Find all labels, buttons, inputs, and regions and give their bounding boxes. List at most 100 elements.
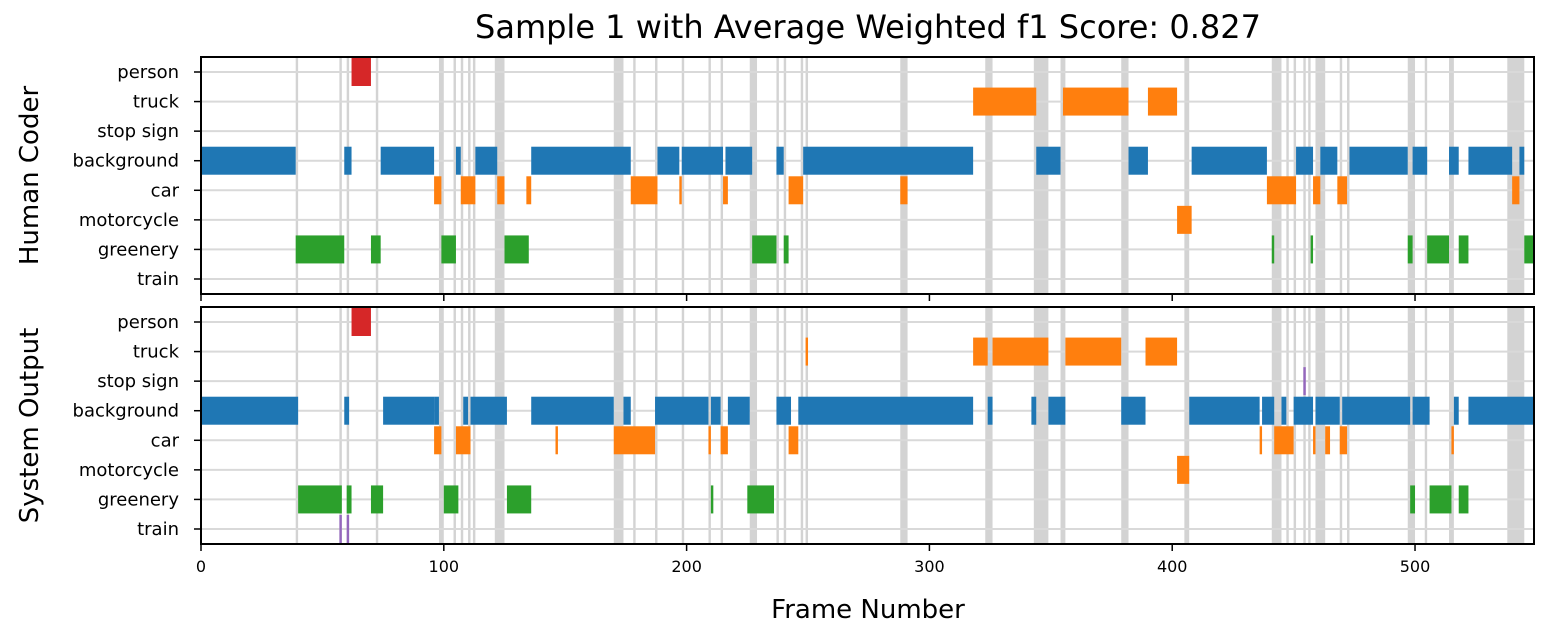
mismatch-band	[776, 307, 779, 544]
y-tick-label: background	[73, 151, 179, 172]
segment-car	[1259, 426, 1263, 455]
segment-car	[720, 426, 728, 455]
mismatch-band	[708, 57, 711, 294]
mismatch-band	[1449, 57, 1454, 294]
mismatch-band	[1507, 307, 1525, 544]
segment-car	[1451, 426, 1454, 455]
x-tick-label: 0	[196, 557, 206, 576]
segment-motorcycle	[1177, 205, 1192, 234]
mismatch-band	[633, 307, 636, 544]
segment-greenery	[506, 485, 532, 514]
mismatch-band	[453, 57, 456, 294]
segment-background	[987, 396, 993, 425]
segment-greenery	[298, 485, 342, 514]
mismatch-band	[1407, 307, 1416, 544]
mismatch-band	[494, 307, 505, 544]
mismatch-band	[438, 57, 444, 294]
mismatch-band	[655, 57, 658, 294]
segment-car	[788, 426, 799, 455]
segment-greenery	[752, 235, 777, 264]
segment-greenery	[1407, 235, 1413, 264]
segment-background	[681, 146, 724, 175]
x-tick-label: 100	[429, 557, 460, 576]
mismatch-band	[1303, 57, 1306, 294]
mismatch-band	[613, 307, 624, 544]
segment-greenery	[710, 485, 714, 514]
segment-background	[470, 396, 507, 425]
segment-car	[1325, 426, 1331, 455]
mismatch-band	[749, 307, 758, 544]
y-tick-label: background	[73, 401, 179, 422]
mismatch-band	[1060, 57, 1066, 294]
segment-greenery	[295, 235, 345, 264]
mismatch-band	[1121, 307, 1129, 544]
segment-background	[1031, 396, 1037, 425]
mismatch-band	[805, 307, 809, 544]
panel-ylabel: Human Coder	[15, 86, 45, 266]
mismatch-band	[900, 307, 908, 544]
segment-background	[1296, 146, 1314, 175]
mismatch-band	[783, 57, 787, 294]
mismatch-band	[1033, 307, 1049, 544]
segment-greenery	[747, 485, 775, 514]
segment-background	[1342, 396, 1411, 425]
segment-truck	[1065, 337, 1122, 366]
segment-car	[555, 426, 558, 455]
mismatch-band	[295, 57, 299, 294]
mismatch-band	[681, 57, 685, 294]
mismatch-band	[1407, 57, 1416, 294]
segment-car	[434, 176, 442, 205]
x-tick-label: 300	[914, 557, 945, 576]
mismatch-band	[346, 57, 350, 294]
mismatch-band	[1271, 57, 1282, 294]
segment-truck	[973, 337, 988, 366]
y-tick-label: car	[151, 430, 180, 451]
segment-greenery	[370, 235, 381, 264]
segment-background	[434, 396, 439, 425]
segment-background	[657, 146, 680, 175]
segment-greenery	[1271, 235, 1275, 264]
segment-background	[455, 146, 461, 175]
mismatch-band	[1347, 57, 1350, 294]
segment-background	[1191, 146, 1267, 175]
segment-background	[803, 146, 974, 175]
segment-background	[1121, 396, 1146, 425]
segment-truck	[1147, 87, 1178, 116]
panel-ylabel: System Output	[15, 328, 45, 524]
segment-background	[798, 396, 974, 425]
segment-car	[679, 176, 682, 205]
mismatch-band	[472, 57, 476, 294]
mismatch-band	[494, 57, 505, 294]
segment-background	[1189, 396, 1260, 425]
segment-background	[380, 146, 435, 175]
segment-car	[723, 176, 728, 205]
mismatch-band	[1293, 57, 1297, 294]
segment-greenery	[441, 235, 456, 264]
segment-truck	[1145, 337, 1178, 366]
segment-background	[344, 146, 352, 175]
segment-car	[788, 176, 804, 205]
y-tick-label: greenery	[98, 239, 179, 260]
mismatch-band	[472, 307, 476, 544]
segment-car	[708, 426, 711, 455]
axes-frame	[200, 56, 1535, 295]
mismatch-band	[749, 57, 758, 294]
segment-car	[460, 176, 476, 205]
mismatch-band	[655, 307, 658, 544]
segment-background	[1128, 146, 1148, 175]
segment-greenery	[443, 485, 459, 514]
segment-background	[1412, 146, 1428, 175]
mismatch-band	[1303, 307, 1306, 544]
segment-person	[351, 308, 371, 336]
segment-stop-sign	[1303, 367, 1306, 396]
y-tick-label: person	[117, 312, 179, 333]
mismatch-band	[805, 57, 809, 294]
mismatch-band	[453, 307, 456, 544]
x-axis-label: Frame Number	[771, 595, 965, 625]
mismatch-band	[776, 57, 779, 294]
mismatch-band	[438, 307, 444, 544]
segment-car	[434, 426, 442, 455]
y-tick-label: car	[151, 180, 180, 201]
segment-background	[531, 146, 631, 175]
mismatch-band	[720, 57, 724, 294]
